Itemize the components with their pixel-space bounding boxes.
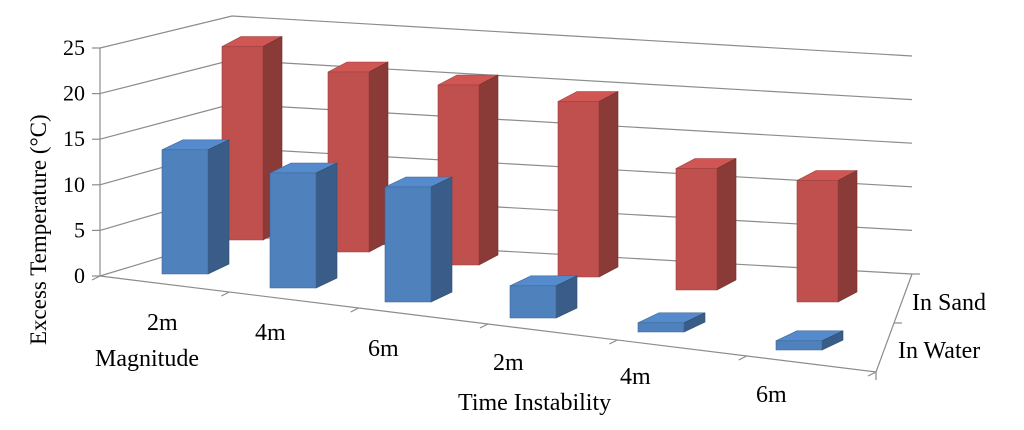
x-tick-label-6: 6m [756, 382, 787, 408]
bar-in-sand-3-side [478, 74, 499, 266]
y-tick-label-25: 25 [63, 35, 85, 60]
bar-in-sand-1-front [221, 46, 264, 241]
labels-layer: Excess Temperature (°C) Magnitude Time I… [26, 35, 986, 416]
x-tick-label-3: 6m [368, 336, 399, 362]
bar-in-sand-4 [557, 91, 619, 278]
bar-in-water-1 [161, 139, 230, 275]
y-tick-label-5: 5 [74, 217, 85, 242]
bar-in-water-2-front [269, 172, 317, 289]
x-tick-label-4: 2m [493, 350, 524, 376]
bar-in-sand-5 [675, 158, 737, 291]
bar-in-water-2 [269, 162, 338, 289]
x-tick-mark-5 [738, 355, 747, 361]
series-label-in-water: In Water [898, 338, 980, 364]
bar-in-water-3 [384, 176, 453, 303]
bar-in-sand-2 [327, 61, 389, 253]
x-tick-label-1: 2m [147, 310, 178, 336]
bar-in-sand-6-front [796, 180, 839, 303]
x-tick-mark-1 [221, 291, 230, 297]
bar-in-sand-1 [221, 36, 283, 241]
bar-in-water-2-side [315, 162, 338, 289]
x-group-label-time-instability: Time Instability [458, 390, 611, 416]
bar-in-water-1-side [207, 139, 230, 275]
bar-in-water-3-front [384, 186, 432, 303]
bars-layer [161, 36, 858, 351]
x-tick-mark-6 [867, 371, 877, 377]
y-tick-label-20: 20 [63, 81, 85, 106]
x-tick-mark-3 [479, 323, 489, 329]
gridline-25 [99, 15, 913, 57]
x-tick-label-5: 4m [620, 364, 651, 390]
bar-in-sand-2-front [327, 71, 370, 253]
y-axis-title: Excess Temperature (°C) [26, 114, 51, 345]
bar-in-water-5 [637, 312, 706, 333]
bar-in-sand-5-front [675, 168, 718, 291]
bar-in-water-3-side [430, 176, 453, 303]
y-tick-label-10: 10 [63, 172, 85, 197]
bar-in-sand-5-side [716, 158, 737, 291]
y-tick-label-0: 0 [74, 263, 85, 288]
bar-in-water-1-front [161, 149, 209, 275]
bar-in-sand-4-side [598, 91, 619, 278]
x-tick-mark-0 [91, 275, 101, 281]
bar-in-water-6 [775, 330, 844, 351]
y-tick-label-15: 15 [63, 126, 85, 151]
x-group-label-magnitude: Magnitude [95, 346, 199, 372]
bar-in-water-4-front [509, 285, 557, 319]
bar-in-water-5-front [637, 322, 685, 333]
x-tick-mark-2 [350, 307, 359, 313]
x-tick-mark-4 [609, 339, 618, 345]
x-tick-label-2: 4m [255, 320, 286, 346]
series-label-in-sand: In Sand [912, 290, 986, 316]
bar-in-sand-6 [796, 170, 858, 303]
bar-in-water-4 [509, 275, 578, 319]
bar-in-sand-6-side [837, 170, 858, 303]
bar-in-water-6-front [775, 340, 823, 351]
bar-in-sand-4-front [557, 101, 600, 278]
